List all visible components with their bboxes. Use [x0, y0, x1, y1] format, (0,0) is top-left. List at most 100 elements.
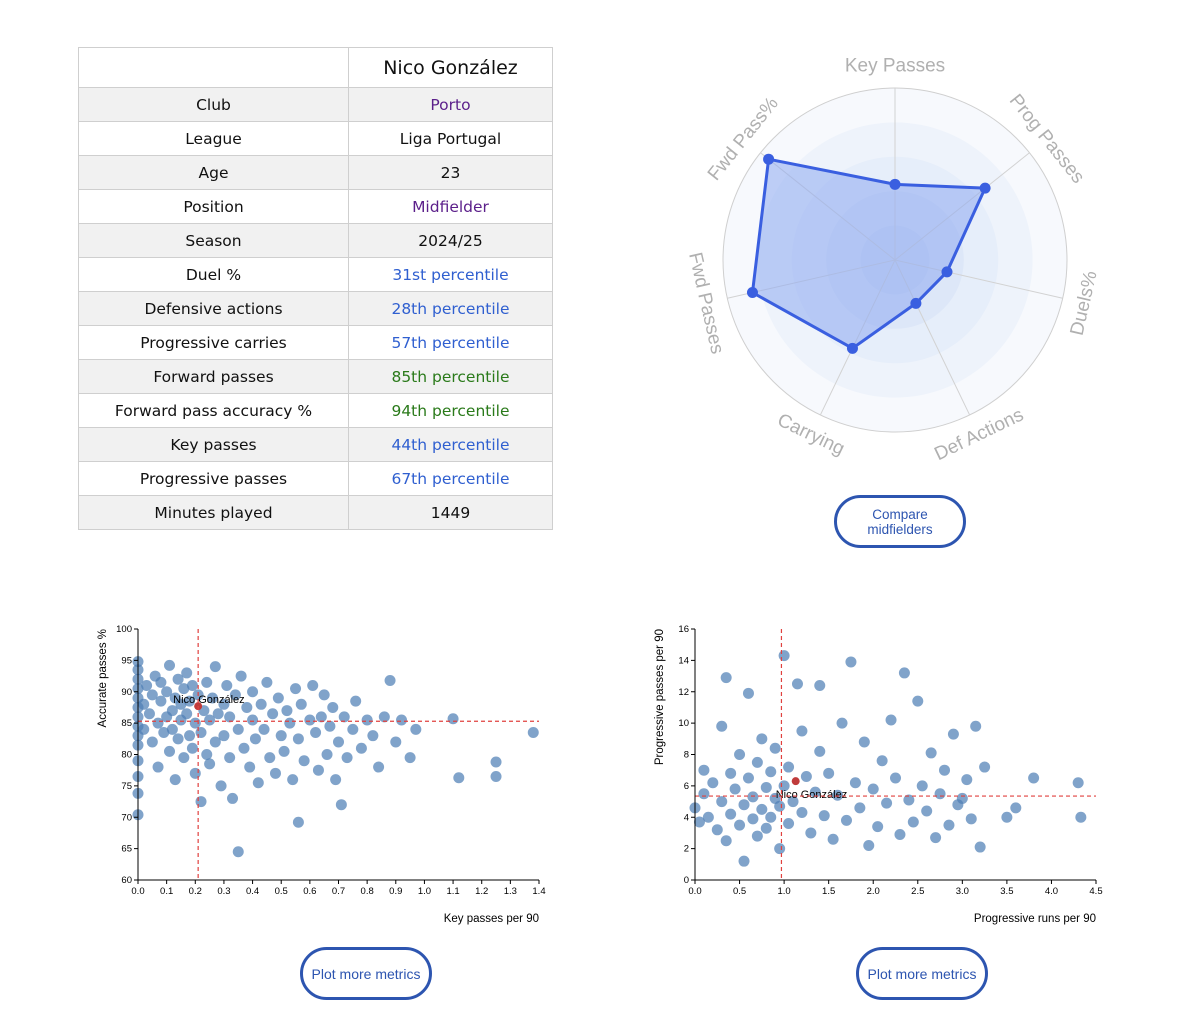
x-tick-label: 0.5 — [733, 886, 746, 897]
row-label: Minutes played — [78, 495, 349, 530]
scatter-point — [184, 695, 196, 707]
row-label: Forward pass accuracy % — [78, 393, 349, 428]
scatter-point — [312, 764, 324, 776]
y-tick-label: 12 — [678, 687, 689, 698]
scatter-point — [209, 661, 221, 673]
scatter-point — [858, 736, 870, 748]
table-row: Season 2024/25 — [78, 223, 553, 258]
y-tick-label: 10 — [678, 718, 689, 729]
scatter-point — [447, 713, 459, 725]
radar-point — [846, 342, 858, 354]
scatter-point — [453, 772, 465, 784]
scatter-point — [275, 730, 287, 742]
y-tick-label: 0 — [684, 875, 689, 886]
scatter-point — [818, 810, 830, 822]
player-profile-table: Nico González Club Porto League Liga Portug… — [78, 47, 553, 530]
x-tick-label: 0.7 — [332, 886, 345, 897]
x-tick-label: 1.3 — [504, 886, 517, 897]
scatter-point — [404, 752, 416, 764]
scatter-point — [224, 752, 236, 764]
radar-point — [763, 153, 775, 165]
scatter-point — [307, 679, 319, 691]
scatter-point — [974, 841, 986, 853]
row-value: 1449 — [348, 495, 553, 530]
x-tick-label: 0.1 — [160, 886, 173, 897]
scatter-point — [204, 758, 216, 770]
scatter-point — [292, 816, 304, 828]
table-row: Key passes 44th percentile — [78, 427, 553, 462]
scatter-point — [295, 698, 307, 710]
scatter-point — [373, 761, 385, 773]
row-value: 44th percentile — [348, 427, 553, 462]
scatter-point — [1075, 811, 1087, 823]
scatter-point — [751, 830, 763, 842]
x-tick-label: 1.1 — [446, 886, 459, 897]
scatter-point — [186, 742, 198, 754]
highlight-label: Nico González — [776, 789, 848, 801]
scatter-point — [146, 736, 158, 748]
table-row: League Liga Portugal — [78, 121, 553, 156]
scatter-point — [235, 670, 247, 682]
scatter-point — [890, 772, 901, 784]
x-tick-label: 0.8 — [361, 886, 374, 897]
header-empty-cell — [78, 47, 349, 88]
scatter-point — [863, 839, 875, 851]
row-label: Season — [78, 223, 349, 258]
scatter-point — [292, 733, 304, 745]
radar-axis-label: Key Passes — [845, 56, 945, 77]
scatter-point — [916, 780, 928, 792]
y-tick-label: 14 — [678, 655, 689, 666]
scatter-point — [765, 766, 777, 778]
scatter-point — [141, 679, 153, 691]
x-tick-label: 4.0 — [1045, 886, 1058, 897]
scatter-point — [267, 708, 279, 720]
y-tick-label: 2 — [684, 844, 689, 855]
radar-point — [889, 178, 901, 190]
x-tick-label: 0.3 — [217, 886, 230, 897]
row-label: Defensive actions — [78, 291, 349, 326]
scatter-point — [693, 816, 705, 828]
scatter-point — [747, 813, 759, 825]
x-tick-label: 0.0 — [131, 886, 144, 897]
scatter-point — [898, 667, 910, 679]
row-value: 67th percentile — [348, 461, 553, 496]
y-tick-label: 95 — [121, 655, 132, 666]
scatter-point — [287, 774, 299, 786]
scatter-point — [845, 656, 857, 668]
scatter-point — [264, 752, 276, 764]
row-value: Liga Portugal — [348, 121, 553, 156]
scatter-point — [350, 695, 362, 707]
compare-button-line2: midfielders — [867, 521, 933, 537]
scatter-point — [241, 701, 253, 713]
scatter-point — [885, 714, 897, 726]
scatter-point — [155, 695, 167, 707]
table-row: Defensive actions 28th percentile — [78, 291, 553, 326]
scatter-point — [783, 818, 795, 830]
scatter-point — [138, 698, 150, 710]
scatter-point — [410, 723, 422, 735]
scatter-point — [872, 821, 884, 833]
highlight-point — [791, 777, 800, 786]
radar-point — [746, 287, 758, 299]
scatter-point — [796, 807, 808, 819]
scatter-point — [756, 803, 768, 815]
scatter-point — [158, 727, 170, 739]
plot-more-right-label: Plot more metrics — [867, 965, 977, 982]
row-label: Age — [78, 155, 349, 190]
scatter-point — [805, 827, 817, 839]
scatter-point — [930, 832, 942, 844]
scatter-point — [849, 777, 861, 789]
scatter-point — [361, 714, 373, 726]
table-header-row: Nico González — [78, 47, 553, 88]
x-tick-label: 0.4 — [246, 886, 259, 897]
scatter-point — [186, 679, 198, 691]
scatter-point — [338, 711, 350, 723]
scatter-point — [778, 650, 790, 662]
compare-midfielders-button[interactable]: Compare midfielders — [834, 495, 966, 548]
scatter-point — [367, 730, 379, 742]
plot-more-metrics-left-button[interactable]: Plot more metrics — [300, 947, 432, 1000]
plot-more-metrics-right-button[interactable]: Plot more metrics — [856, 947, 988, 1000]
scatter-point — [347, 723, 359, 735]
x-tick-label: 0.0 — [688, 886, 701, 897]
scatter-point — [774, 800, 786, 812]
